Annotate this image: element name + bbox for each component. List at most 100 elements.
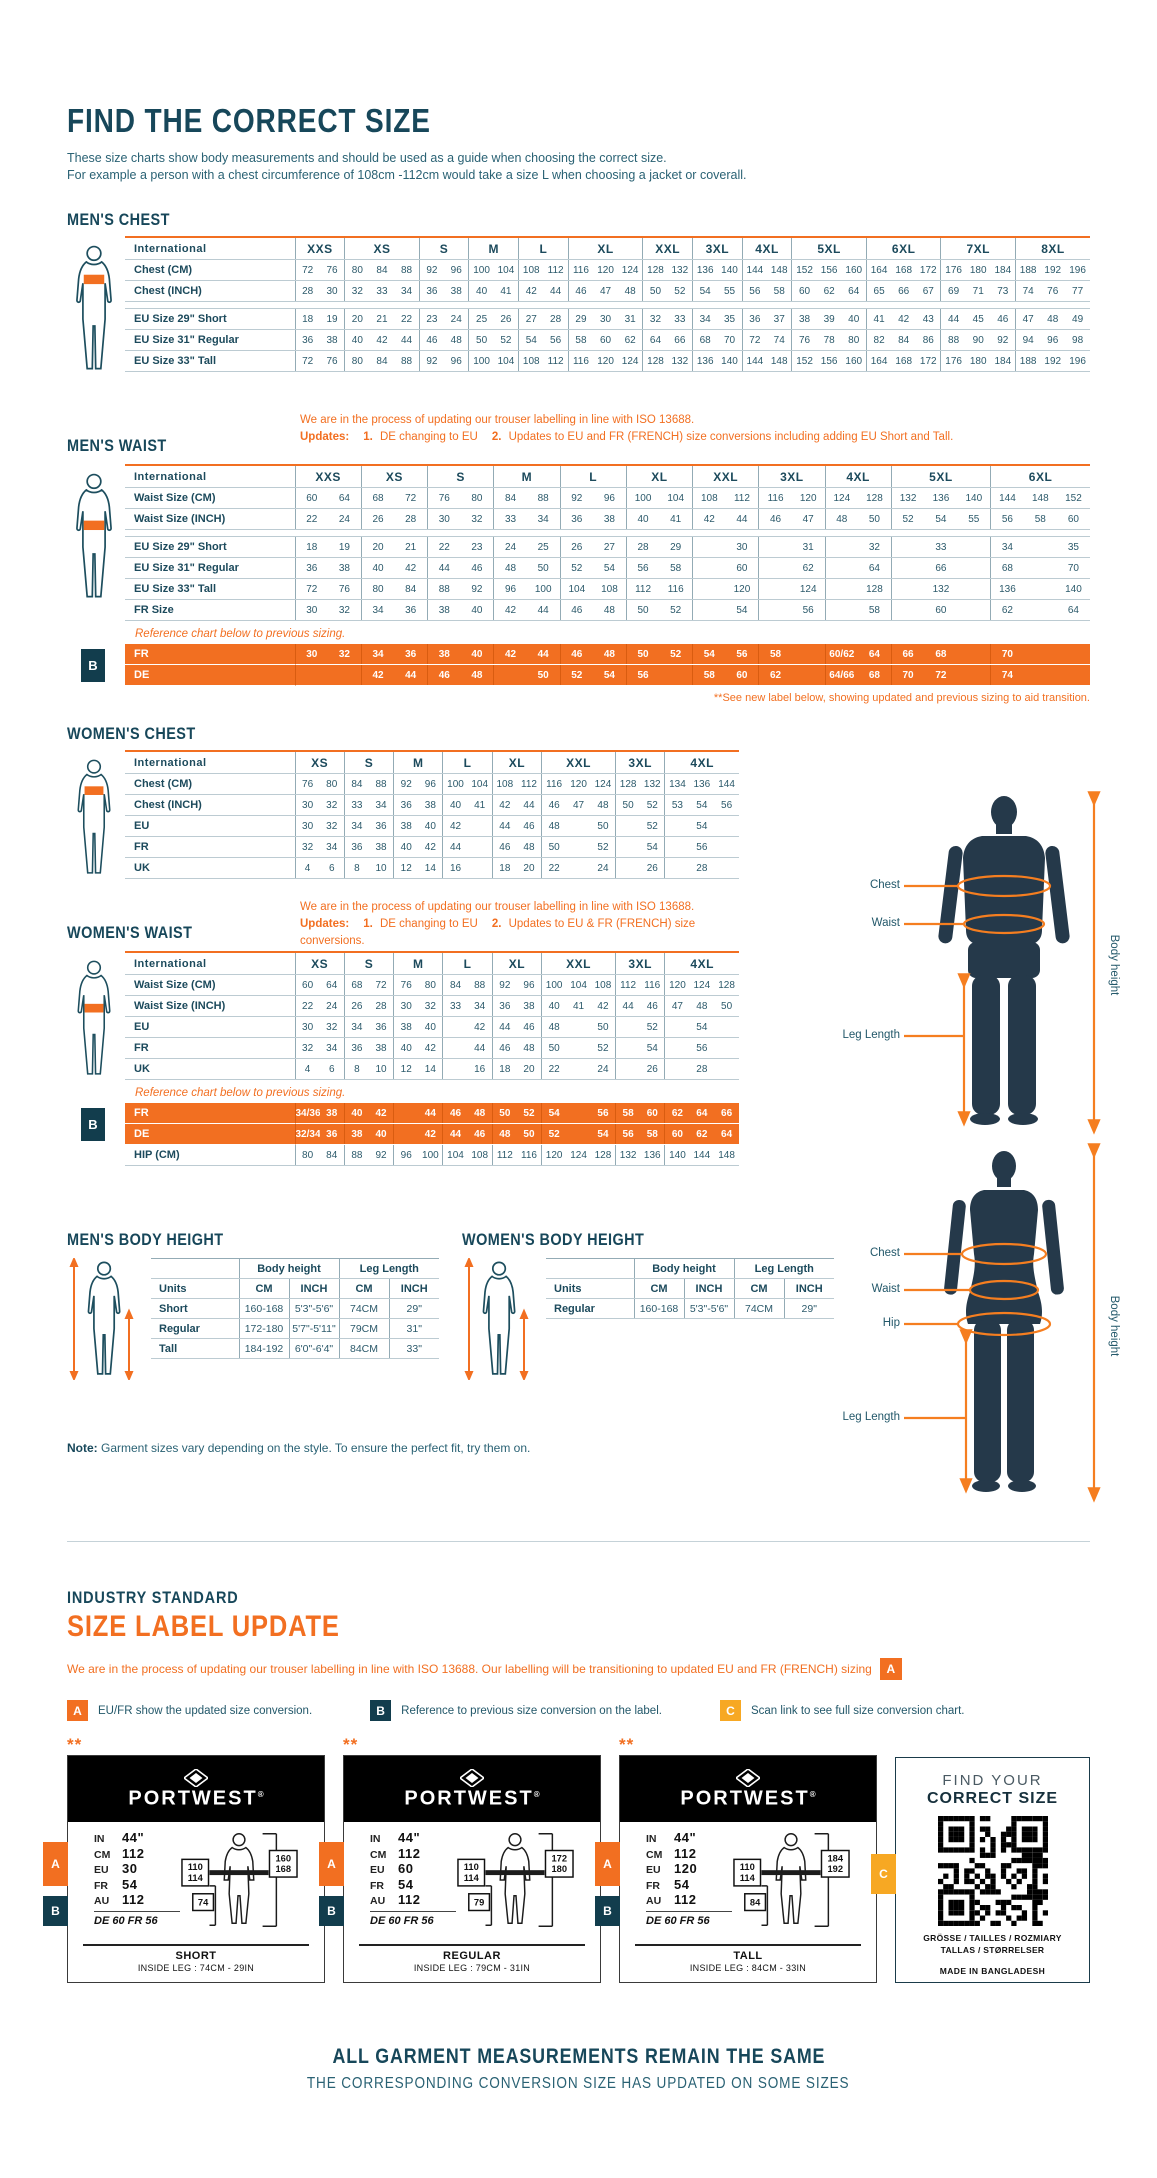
measurement-value: 44"	[398, 1830, 421, 1845]
table-cell: 84	[343, 773, 369, 795]
table-cell: 33	[369, 280, 395, 302]
table-cell: 54	[692, 280, 718, 302]
measurement-row: AU 112	[646, 1892, 732, 1908]
table-cell: 80	[418, 974, 443, 996]
label-body: IN 44" CM 112 EU 120 FR 54 AU 112 DE 60 FR 56 110 1…	[620, 1822, 876, 1944]
measurement-unit: FR	[370, 1879, 384, 1892]
table-cell: 42	[418, 1037, 443, 1059]
size-header: XXL	[642, 237, 693, 260]
label-figure-wrap: 110 114 160 168 74	[180, 1830, 298, 1944]
table-cell: 96	[1040, 329, 1066, 351]
table-cell: 116	[758, 487, 792, 509]
table-cell: 36	[418, 280, 445, 302]
size-header: XXS	[294, 465, 362, 488]
table-cell	[664, 1037, 690, 1059]
measurement-value: 112	[398, 1892, 421, 1907]
table-cell: 30	[319, 280, 345, 302]
table-cell: 160-168	[633, 1298, 684, 1319]
table-cell: 64	[328, 487, 362, 509]
table-cell: 46	[460, 557, 494, 579]
label-figure-wrap: 110 114 172 180 79	[456, 1830, 574, 1944]
table-cell: 38	[516, 995, 542, 1017]
svg-text:184: 184	[827, 1853, 843, 1863]
table-cell: 66	[667, 329, 693, 351]
table-cell: 54	[518, 329, 544, 351]
table-cell: 32	[294, 836, 320, 858]
table-cell: 134	[664, 773, 690, 795]
row-label: DE	[125, 1123, 296, 1145]
stars-mark: **	[343, 1735, 359, 1754]
table-cell: 50	[468, 329, 494, 351]
table-cell: 136	[692, 350, 718, 372]
table-cell	[664, 1058, 690, 1080]
table-cell	[566, 1123, 591, 1145]
table-row: Waist Size (INCH) 22 24 26 28 30 32 33 34 36 38 40 4…	[125, 995, 739, 1017]
table-cell	[714, 836, 739, 858]
brand-name: PORTWEST®	[404, 1787, 540, 1810]
corner-header: Units	[546, 1278, 634, 1299]
table-cell: 192	[1040, 350, 1066, 372]
table-cell: 68	[858, 664, 892, 686]
table-cell: 6	[319, 857, 345, 879]
table-cell: 48	[689, 995, 715, 1017]
size-table: International XS S M L XL XXL 3XL 4XL Waist Size …	[125, 951, 739, 1080]
table-cell: 64/66	[824, 664, 859, 686]
table-cell: 48	[516, 1037, 542, 1059]
stars-mark: **	[67, 1735, 83, 1754]
table-figure-icon	[69, 959, 119, 1082]
table-cell: 50	[625, 644, 660, 665]
size-header: 4XL	[664, 952, 739, 975]
table-cell: 136	[640, 1144, 665, 1166]
table-cell: 62	[816, 280, 842, 302]
table-cell: 38	[418, 794, 443, 816]
table-cell: 14	[418, 857, 443, 879]
table-cell: 50	[526, 557, 560, 579]
measurement-unit: FR	[94, 1879, 108, 1892]
table-cell: 100	[418, 1144, 443, 1166]
table-cell: 42	[518, 280, 544, 302]
table-cell	[1023, 536, 1057, 558]
table-cell: 98	[1065, 329, 1090, 351]
table-cell: 64	[642, 329, 668, 351]
table-cell: 36	[394, 599, 428, 621]
table-cell: 180	[965, 350, 991, 372]
svg-text:168: 168	[275, 1864, 291, 1874]
table-cell: 144	[741, 259, 768, 281]
label-card-column: ** PORTWEST® IN 44" CM 112 EU 30 FR 54 AU 112 DE 60…	[43, 1735, 325, 1983]
table-cell	[957, 664, 991, 686]
table-cell: 40	[393, 1037, 419, 1059]
size-table-holder: International XXS XS S M L XL XXL 3XL 4XL 5XL 6XL Wa…	[67, 464, 1090, 621]
table-row: EU 30 32 34 36 38 40 42 44 46 48 50 52 54	[125, 815, 739, 837]
table-cell: 25	[468, 308, 494, 330]
table-cell: 92	[990, 329, 1016, 351]
table-cell: 68	[692, 329, 718, 351]
table-cell: 28	[394, 508, 428, 530]
table-cell: 132	[667, 350, 693, 372]
table-cell: 38	[368, 1037, 394, 1059]
table-cell: 64	[689, 1103, 715, 1124]
table-cell: 56	[590, 1103, 616, 1124]
table-cell: 54	[590, 1123, 616, 1145]
table-cell: 29"	[388, 1298, 439, 1319]
table-cell: 46	[491, 1037, 517, 1059]
table-cell: 80	[344, 350, 370, 372]
corner-header: International	[125, 751, 296, 774]
portwest-size-label: PORTWEST® IN 44" CM 112 EU 60 FR 54 AU 112 DE 60 FR…	[319, 1755, 601, 1983]
label-card-column: ** PORTWEST® IN 44" CM 112 EU 60 FR 54 AU 112 DE 60…	[319, 1735, 601, 1983]
table-cell: 112	[625, 578, 660, 600]
table-cell: 78	[816, 329, 842, 351]
table-cell: 26	[360, 508, 395, 530]
size-header: S	[418, 237, 469, 260]
table-row: Chest (CM) 72 76 80 84 88 92 96 100 104 108 112 116 1…	[125, 259, 1090, 281]
table-cell: 54	[689, 1016, 715, 1038]
table-cell: 48	[593, 644, 627, 665]
waist-label: Waist	[871, 917, 900, 929]
table-cell: 22	[426, 536, 461, 558]
table-cell: 19	[328, 536, 362, 558]
table-cell: 24	[590, 1058, 616, 1080]
footer-line2: THE CORRESPONDING CONVERSION SIZE HAS UP…	[307, 2075, 850, 2092]
section-title-womens-waist: WOMEN'S WAIST	[67, 923, 193, 942]
table-cell	[664, 1016, 690, 1038]
size-table-holder: International XS S M L XL XXL 3XL 4XL Chest (CM) 7…	[67, 750, 739, 879]
table-cell: 30	[593, 308, 618, 330]
